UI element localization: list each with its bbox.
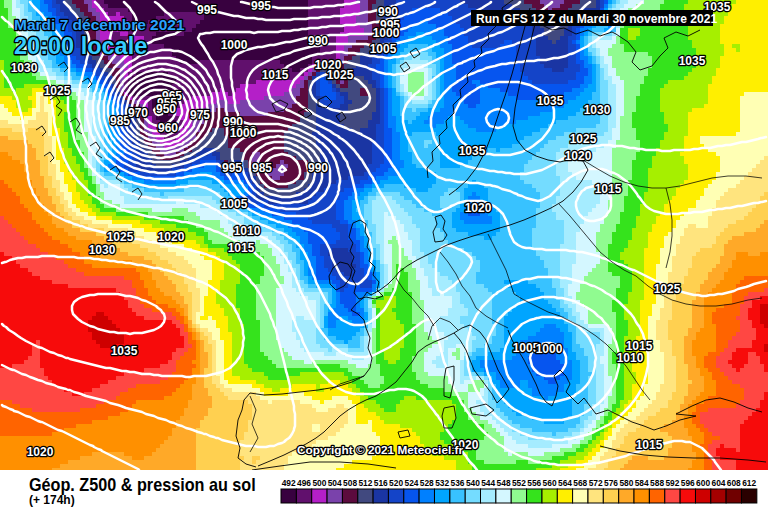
svg-text:544: 544 — [481, 478, 495, 488]
svg-text:995: 995 — [222, 161, 242, 175]
svg-text:1005: 1005 — [370, 42, 397, 56]
svg-text:995: 995 — [251, 0, 271, 13]
svg-text:508: 508 — [343, 478, 357, 488]
svg-text:1000: 1000 — [221, 38, 248, 52]
svg-text:572: 572 — [589, 478, 603, 488]
svg-text:1025: 1025 — [107, 230, 134, 244]
svg-text:524: 524 — [405, 478, 419, 488]
svg-text:975: 975 — [190, 108, 210, 122]
svg-text:1035: 1035 — [459, 144, 486, 158]
svg-text:512: 512 — [358, 478, 372, 488]
svg-text:588: 588 — [650, 478, 664, 488]
svg-text:528: 528 — [420, 478, 434, 488]
svg-text:596: 596 — [681, 478, 695, 488]
svg-text:970: 970 — [128, 106, 148, 120]
svg-text:960: 960 — [158, 121, 178, 135]
svg-text:584: 584 — [635, 478, 649, 488]
svg-text:604: 604 — [712, 478, 726, 488]
svg-text:1020: 1020 — [465, 201, 492, 215]
svg-text:1000: 1000 — [230, 126, 257, 140]
svg-text:492: 492 — [282, 478, 296, 488]
svg-text:20:00 locale: 20:00 locale — [14, 33, 147, 59]
svg-text:1000: 1000 — [373, 26, 400, 40]
svg-text:1030: 1030 — [11, 61, 38, 75]
svg-text:608: 608 — [727, 478, 741, 488]
svg-text:520: 520 — [389, 478, 403, 488]
svg-text:568: 568 — [573, 478, 587, 488]
svg-text:552: 552 — [512, 478, 526, 488]
svg-text:1000: 1000 — [536, 342, 563, 356]
svg-text:532: 532 — [435, 478, 449, 488]
svg-text:1020: 1020 — [565, 149, 592, 163]
svg-text:548: 548 — [497, 478, 511, 488]
svg-text:1010: 1010 — [617, 351, 644, 365]
svg-text:1015: 1015 — [228, 241, 255, 255]
svg-text:496: 496 — [297, 478, 311, 488]
svg-text:Copyright © 2021 Meteociel.fr: Copyright © 2021 Meteociel.fr — [297, 443, 463, 457]
svg-text:1015: 1015 — [636, 438, 663, 452]
svg-text:995: 995 — [197, 3, 217, 17]
svg-text:504: 504 — [328, 478, 342, 488]
svg-text:990: 990 — [308, 34, 328, 48]
svg-text:1035: 1035 — [111, 344, 138, 358]
svg-text:1030: 1030 — [584, 103, 611, 117]
svg-text:600: 600 — [696, 478, 710, 488]
svg-text:540: 540 — [466, 478, 480, 488]
svg-text:1020: 1020 — [158, 230, 185, 244]
svg-text:1005: 1005 — [221, 197, 248, 211]
svg-text:612: 612 — [742, 478, 756, 488]
svg-text:1035: 1035 — [679, 54, 706, 68]
svg-text:990: 990 — [378, 5, 398, 19]
svg-text:516: 516 — [374, 478, 388, 488]
svg-text:1020: 1020 — [27, 445, 54, 459]
svg-text:950: 950 — [156, 102, 176, 116]
svg-text:1025: 1025 — [327, 68, 354, 82]
svg-text:1025: 1025 — [570, 132, 597, 146]
svg-text:576: 576 — [604, 478, 618, 488]
svg-text:560: 560 — [543, 478, 557, 488]
svg-text:1025: 1025 — [654, 282, 681, 296]
svg-text:1035: 1035 — [537, 94, 564, 108]
svg-text:536: 536 — [451, 478, 465, 488]
svg-text:564: 564 — [558, 478, 572, 488]
svg-text:Mardi 7 décembre 2021: Mardi 7 décembre 2021 — [14, 16, 185, 33]
svg-text:1025: 1025 — [44, 84, 71, 98]
svg-text:1030: 1030 — [89, 243, 116, 257]
svg-text:500: 500 — [312, 478, 326, 488]
svg-text:592: 592 — [665, 478, 679, 488]
svg-text:556: 556 — [527, 478, 541, 488]
svg-text:1015: 1015 — [595, 182, 622, 196]
svg-text:985: 985 — [252, 161, 272, 175]
svg-text:580: 580 — [619, 478, 633, 488]
svg-text:1015: 1015 — [262, 68, 289, 82]
svg-text:990: 990 — [308, 161, 328, 175]
svg-text:1010: 1010 — [234, 224, 261, 238]
svg-text:Run GFS 12 Z du Mardi 30 novem: Run GFS 12 Z du Mardi 30 novembre 2021 — [476, 12, 718, 26]
